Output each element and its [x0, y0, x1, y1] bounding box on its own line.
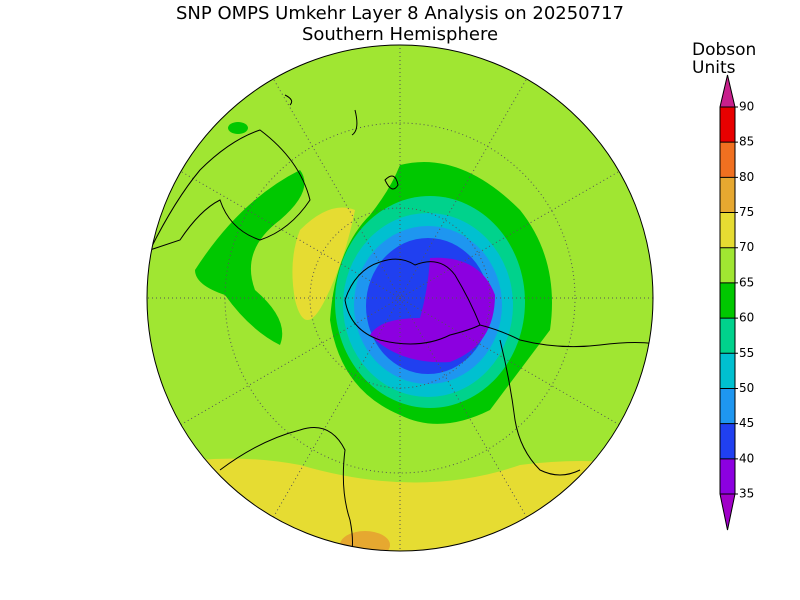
- title: SNP OMPS Umkehr Layer 8 Analysis on 2025…: [176, 3, 624, 24]
- colorbar-tick-label: 75: [739, 205, 754, 219]
- colorbar-tick-label: 55: [739, 346, 754, 360]
- colorbar-tick-label: 70: [739, 240, 754, 254]
- colorbar-tick-label: 45: [739, 416, 754, 430]
- colorbar-label: Units: [692, 58, 736, 78]
- colorbar-segment: [720, 247, 735, 283]
- colorbar-under: [720, 494, 735, 530]
- colorbar-segment: [720, 282, 735, 319]
- graticule: [147, 45, 653, 551]
- colorbar-tick-label: 60: [739, 311, 754, 325]
- colorbar-segment: [720, 423, 735, 459]
- contour-60: [195, 170, 305, 345]
- colorbar-tick-label: 80: [739, 170, 754, 184]
- contour-35: [370, 257, 495, 363]
- colorbar-tick-label: 85: [739, 135, 754, 149]
- colorbar-tick-label: 35: [739, 487, 754, 501]
- map-border: [146, 44, 654, 552]
- subtitle: Southern Hemisphere: [302, 24, 498, 45]
- colorbar-over: [720, 75, 735, 107]
- colorbar-tick-label: 50: [739, 381, 754, 395]
- contour-60: [228, 122, 248, 134]
- colorbar-segment: [720, 318, 735, 354]
- colorbar-segment: [720, 388, 735, 424]
- coastlines: [149, 94, 653, 551]
- map: [147, 45, 653, 551]
- colorbar-segment: [720, 142, 735, 178]
- colorbar-tick-label: 40: [739, 451, 754, 465]
- contour-70: [292, 207, 355, 320]
- colorbar-segment: [720, 458, 735, 494]
- colorbar-segment: [720, 353, 735, 389]
- colorbar-tick-label: 65: [739, 275, 754, 289]
- colorbar-label: Dobson: [692, 40, 756, 60]
- colorbar-segment: [720, 107, 735, 143]
- colorbar-segment: [720, 212, 735, 248]
- colorbar-tick-label: 90: [739, 100, 754, 114]
- colorbar-segment: [720, 177, 735, 213]
